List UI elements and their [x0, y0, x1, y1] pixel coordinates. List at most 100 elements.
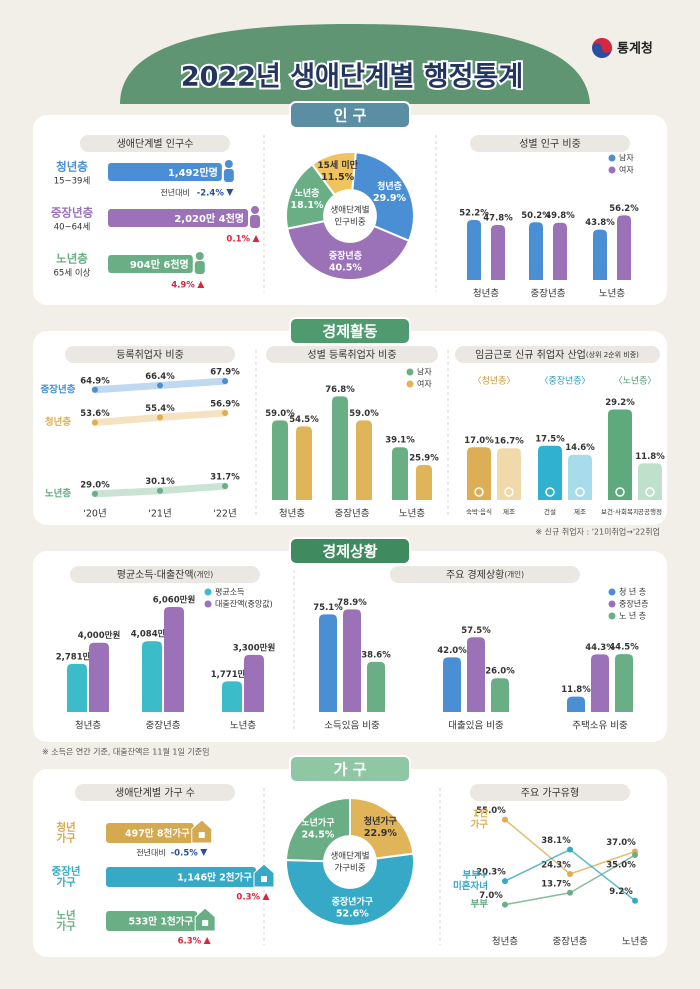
series-label: 청년층	[45, 416, 71, 428]
series-point	[222, 378, 228, 385]
slice-value: 29.9%	[373, 193, 406, 204]
panel-title-note: (개인)	[194, 569, 214, 579]
value-label: 7.0%	[479, 891, 503, 901]
person-icon	[223, 169, 234, 182]
person-icon	[250, 215, 260, 228]
panel-title-main: 주요 경제상황	[446, 568, 504, 581]
category-label: 숙박·음식	[466, 507, 492, 516]
category-label: 중장년층	[146, 721, 181, 732]
value-label: 47.8%	[483, 214, 513, 224]
person-icon	[224, 160, 233, 168]
value-label: 50.2%	[521, 211, 551, 221]
panel-title-bg	[75, 784, 235, 801]
panel-title: 등록취업자 비중	[116, 348, 184, 361]
value-label: 44.3%	[585, 643, 615, 653]
bar	[567, 696, 585, 712]
section-tab	[289, 101, 411, 129]
category-label: 노년층	[622, 937, 648, 948]
category-label: 보건·사회복지	[601, 507, 639, 516]
value-label: 67.9%	[210, 368, 240, 378]
slice-label: 15세 미만	[317, 159, 358, 171]
bar	[416, 465, 432, 500]
legend-label: 여자	[619, 165, 634, 175]
change-arrow	[226, 189, 234, 196]
slice-value: 24.5%	[301, 829, 334, 840]
legend-marker	[608, 154, 616, 162]
change-label: 4.9%	[171, 281, 195, 291]
bar	[593, 229, 607, 280]
legend-marker	[204, 600, 212, 608]
category-label: 건설	[544, 507, 556, 516]
series-label: 부부+	[463, 869, 488, 881]
person-icon	[251, 206, 259, 214]
slice-label: 청년층	[377, 180, 402, 192]
bar	[638, 463, 662, 500]
person-icon	[195, 252, 204, 260]
value-label: 44.5%	[609, 643, 639, 653]
value-label: 64.9%	[80, 376, 110, 386]
change-label: 0.3%	[236, 893, 260, 903]
value-label: 37.0%	[606, 838, 636, 848]
pie-hole	[323, 835, 377, 889]
pie-center-label: 생애단계별	[330, 851, 369, 862]
panel-title-note: (상위 2순위 비중)	[586, 350, 639, 359]
value-label: 904만 6천명	[130, 258, 189, 271]
value-label: 54.5%	[289, 415, 319, 425]
bar	[67, 663, 87, 712]
series-label: 청년	[56, 821, 75, 834]
change-arrow	[252, 235, 260, 242]
change-label: -2.4%	[197, 189, 225, 199]
value-label: 56.2%	[609, 204, 639, 214]
value-label: 57.5%	[461, 626, 491, 636]
series-point	[567, 870, 573, 877]
category-label: 청년층	[75, 721, 101, 732]
house-icon	[253, 863, 275, 888]
value-label: 29.0%	[80, 480, 110, 490]
value-label: 1,146만 2천가구	[177, 872, 252, 884]
value-label: 31.7%	[210, 473, 240, 483]
panel-title: 생애단계별 인구수	[117, 138, 194, 150]
category-label: 중장년층	[553, 937, 588, 948]
legend-marker	[204, 588, 212, 596]
category-label: 노년층	[599, 289, 625, 300]
value-label: 9.2%	[609, 887, 633, 897]
series-label: 부부	[471, 898, 489, 910]
bar-icon	[615, 487, 625, 497]
house-window	[198, 832, 205, 838]
bar	[617, 215, 631, 280]
pie-slice	[285, 852, 415, 927]
bar	[108, 255, 193, 273]
slice-label: 중장년층	[329, 249, 362, 261]
slice-label: 청년가구	[364, 815, 397, 827]
legend-label: 중장년층	[619, 599, 648, 609]
series-point	[567, 846, 573, 853]
category-label: 중장년층	[335, 509, 370, 520]
bar	[108, 163, 222, 181]
row-age: 15~39세	[54, 177, 91, 187]
header-dome	[120, 24, 590, 104]
category-label: 제조	[574, 508, 586, 516]
value-label: 533만 1천가구	[128, 916, 193, 928]
bar	[497, 448, 521, 500]
bar	[568, 454, 592, 500]
section-tab	[289, 537, 411, 565]
value-label: 2,781만원	[56, 651, 99, 662]
value-label: 55.0%	[476, 806, 506, 816]
footnote: ※ 신규 취업자 : '21미취업→'22취업	[535, 528, 660, 537]
bar	[332, 396, 348, 500]
bar-icon	[504, 487, 514, 497]
panel-title-bg	[80, 135, 230, 152]
house-window	[261, 876, 267, 882]
legend-label: 대출잔액(중앙값)	[215, 599, 273, 609]
bar	[272, 420, 288, 500]
series-label: 가구	[56, 920, 76, 933]
series-point	[92, 386, 98, 393]
series-label: 노년층	[45, 487, 71, 499]
bar	[164, 607, 184, 712]
house-window	[202, 920, 209, 926]
section-tab	[289, 755, 411, 783]
value-label: 24.3%	[541, 860, 571, 870]
category-label: '22년	[213, 509, 236, 520]
panel-title: 성별 인구 비중	[519, 138, 581, 150]
legend-marker	[608, 612, 616, 620]
